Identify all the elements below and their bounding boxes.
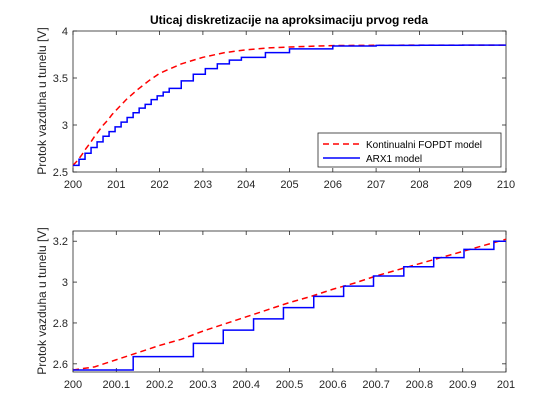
x-tick-label: 209 <box>454 179 472 191</box>
top-y-axis-label: Protok vazduha u tunelu [V] <box>35 27 49 174</box>
bottom-chart: 200 200.1 200.2 200.3 200.4 200.5 200.6 200.7 20… <box>35 227 515 391</box>
x-tick-label: 200 <box>64 379 82 391</box>
top-chart: Uticaj diskretizacije na aproksimaciju p… <box>35 13 515 191</box>
x-tick-label: 200.4 <box>232 379 260 391</box>
series-fopdt-line <box>72 238 507 371</box>
x-tick-label: 203 <box>194 179 212 191</box>
x-tick-label: 200.2 <box>146 379 174 391</box>
x-tick-label: 206 <box>324 179 342 191</box>
x-tick-label: 207 <box>367 179 385 191</box>
x-tick-label: 200.3 <box>189 379 217 391</box>
y-tick-label: 3 <box>62 277 68 289</box>
series-arx-line <box>73 44 506 167</box>
series-arx-line <box>73 240 506 371</box>
x-tick-label: 204 <box>237 179 255 191</box>
y-tick-label: 4 <box>62 26 68 38</box>
x-tick-label: 208 <box>410 179 428 191</box>
x-tick-label: 200.9 <box>449 379 477 391</box>
bottom-plot-area <box>72 230 507 373</box>
bottom-y-axis-label: Protok vazduha u tunelu [V] <box>35 227 49 374</box>
x-tick-label: 210 <box>497 179 515 191</box>
x-tick-label: 202 <box>150 179 168 191</box>
y-tick-label: 2.8 <box>53 318 68 330</box>
legend-fopdt-label: Kontinualni FOPDT model <box>366 140 482 151</box>
y-tick-label: 2.5 <box>53 167 68 179</box>
y-tick-label: 2.6 <box>53 359 68 371</box>
y-tick-label: 3 <box>62 120 68 132</box>
legend-box <box>317 132 502 168</box>
x-tick-label: 200.8 <box>406 379 434 391</box>
x-tick-label: 201 <box>497 379 515 391</box>
legend-arx-label: ARX1 model <box>366 154 422 165</box>
y-tick-label: 3.5 <box>53 73 68 85</box>
x-tick-label: 201 <box>107 179 125 191</box>
chart-title: Uticaj diskretizacije na aproksimaciju p… <box>150 13 428 27</box>
y-tick-label: 3.2 <box>53 236 68 248</box>
x-tick-label: 200.5 <box>276 379 304 391</box>
x-tick-label: 200.1 <box>103 379 131 391</box>
x-tick-label: 205 <box>280 179 298 191</box>
x-tick-label: 200.7 <box>362 379 390 391</box>
x-tick-label: 200.6 <box>319 379 347 391</box>
legend: Kontinualni FOPDT model ARX1 model <box>317 132 502 168</box>
x-tick-label: 200 <box>64 179 82 191</box>
